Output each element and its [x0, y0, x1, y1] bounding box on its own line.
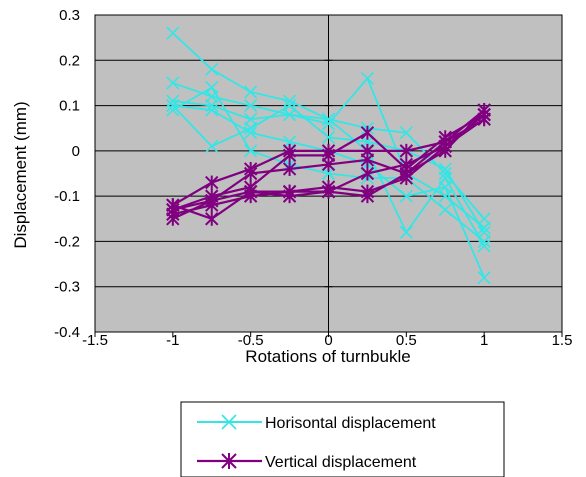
legend-swatch-horizontal	[197, 414, 262, 430]
data-point	[477, 225, 491, 239]
data-point	[205, 175, 219, 190]
data-point	[438, 162, 452, 176]
y-tick-label: 0.2	[59, 52, 80, 69]
data-point	[244, 121, 258, 135]
x-axis-title: Rotations of turnbukle	[245, 347, 410, 366]
data-point	[438, 203, 452, 217]
data-point	[321, 184, 336, 199]
y-axis-title: Displacement (mm)	[11, 101, 30, 248]
data-point	[399, 143, 414, 158]
data-point	[282, 148, 297, 163]
data-point	[321, 130, 336, 144]
data-point	[477, 271, 491, 285]
data-point	[438, 166, 452, 181]
data-point	[360, 71, 374, 85]
data-point	[438, 180, 452, 194]
x-tick-label: 0	[324, 332, 332, 349]
data-point	[205, 139, 219, 153]
data-point	[283, 99, 297, 113]
legend-marker	[221, 453, 237, 469]
data-point	[360, 152, 375, 167]
data-point	[205, 211, 219, 226]
data-point	[243, 166, 258, 181]
data-point	[166, 76, 180, 90]
y-tick-labels: -0.4 -0.3 -0.2 -0.1 0 0.1 0.2 0.3	[54, 7, 80, 341]
data-point	[399, 225, 413, 239]
legend-box	[180, 401, 505, 477]
data-point	[477, 112, 491, 127]
data-point	[205, 80, 219, 95]
data-point	[166, 99, 180, 113]
data-point	[360, 166, 375, 181]
series-group	[166, 26, 491, 285]
data-point	[244, 85, 258, 99]
data-point	[360, 189, 375, 204]
data-point	[244, 99, 258, 113]
data-point	[321, 112, 336, 126]
y-tick-label: 0	[72, 143, 80, 160]
data-point	[244, 144, 258, 158]
x-tick-labels: -1.5 -1 -0.5 0 0.5 1 1.5	[82, 332, 572, 349]
data-point	[282, 161, 297, 176]
y-tick-label: 0.1	[59, 98, 80, 115]
data-point	[399, 189, 413, 203]
x-tick-label: 1	[480, 332, 488, 349]
x-tick-label: -1	[166, 332, 179, 349]
data-point	[166, 198, 180, 213]
y-tick-label: 0.3	[59, 7, 80, 24]
legend-swatch-vertical	[197, 453, 262, 469]
data-point	[205, 193, 219, 208]
x-tick-label: -0.5	[238, 332, 264, 349]
data-point	[321, 157, 336, 172]
data-point	[205, 103, 219, 117]
data-point	[166, 103, 180, 117]
data-point	[399, 166, 414, 181]
legend: Horisontal displacement Vertical displac…	[180, 401, 505, 477]
data-point	[166, 26, 180, 40]
legend-label-horizontal: Horisontal displacement	[265, 415, 436, 432]
x-tick-label: 0.5	[396, 332, 417, 349]
y-tick-label: -0.3	[54, 279, 80, 296]
data-point	[321, 117, 336, 131]
y-tick-label: -0.1	[54, 188, 80, 205]
data-point	[477, 239, 491, 253]
data-point	[244, 126, 258, 140]
data-point	[283, 94, 297, 108]
data-point	[166, 211, 180, 226]
data-point	[205, 62, 219, 76]
data-point	[243, 184, 258, 199]
y-tick-label: -0.4	[54, 324, 80, 341]
x-tick-label: 1.5	[552, 332, 573, 349]
data-point	[438, 134, 452, 149]
legend-label-vertical: Vertical displacement	[265, 454, 417, 471]
vertical-series-11	[166, 112, 491, 226]
data-point	[360, 125, 375, 140]
data-point	[399, 126, 413, 140]
legend-marker	[221, 414, 237, 430]
y-tick-label: -0.2	[54, 233, 80, 250]
data-point	[477, 221, 491, 235]
x-tick-label: -1.5	[82, 332, 108, 349]
data-point	[282, 189, 297, 204]
